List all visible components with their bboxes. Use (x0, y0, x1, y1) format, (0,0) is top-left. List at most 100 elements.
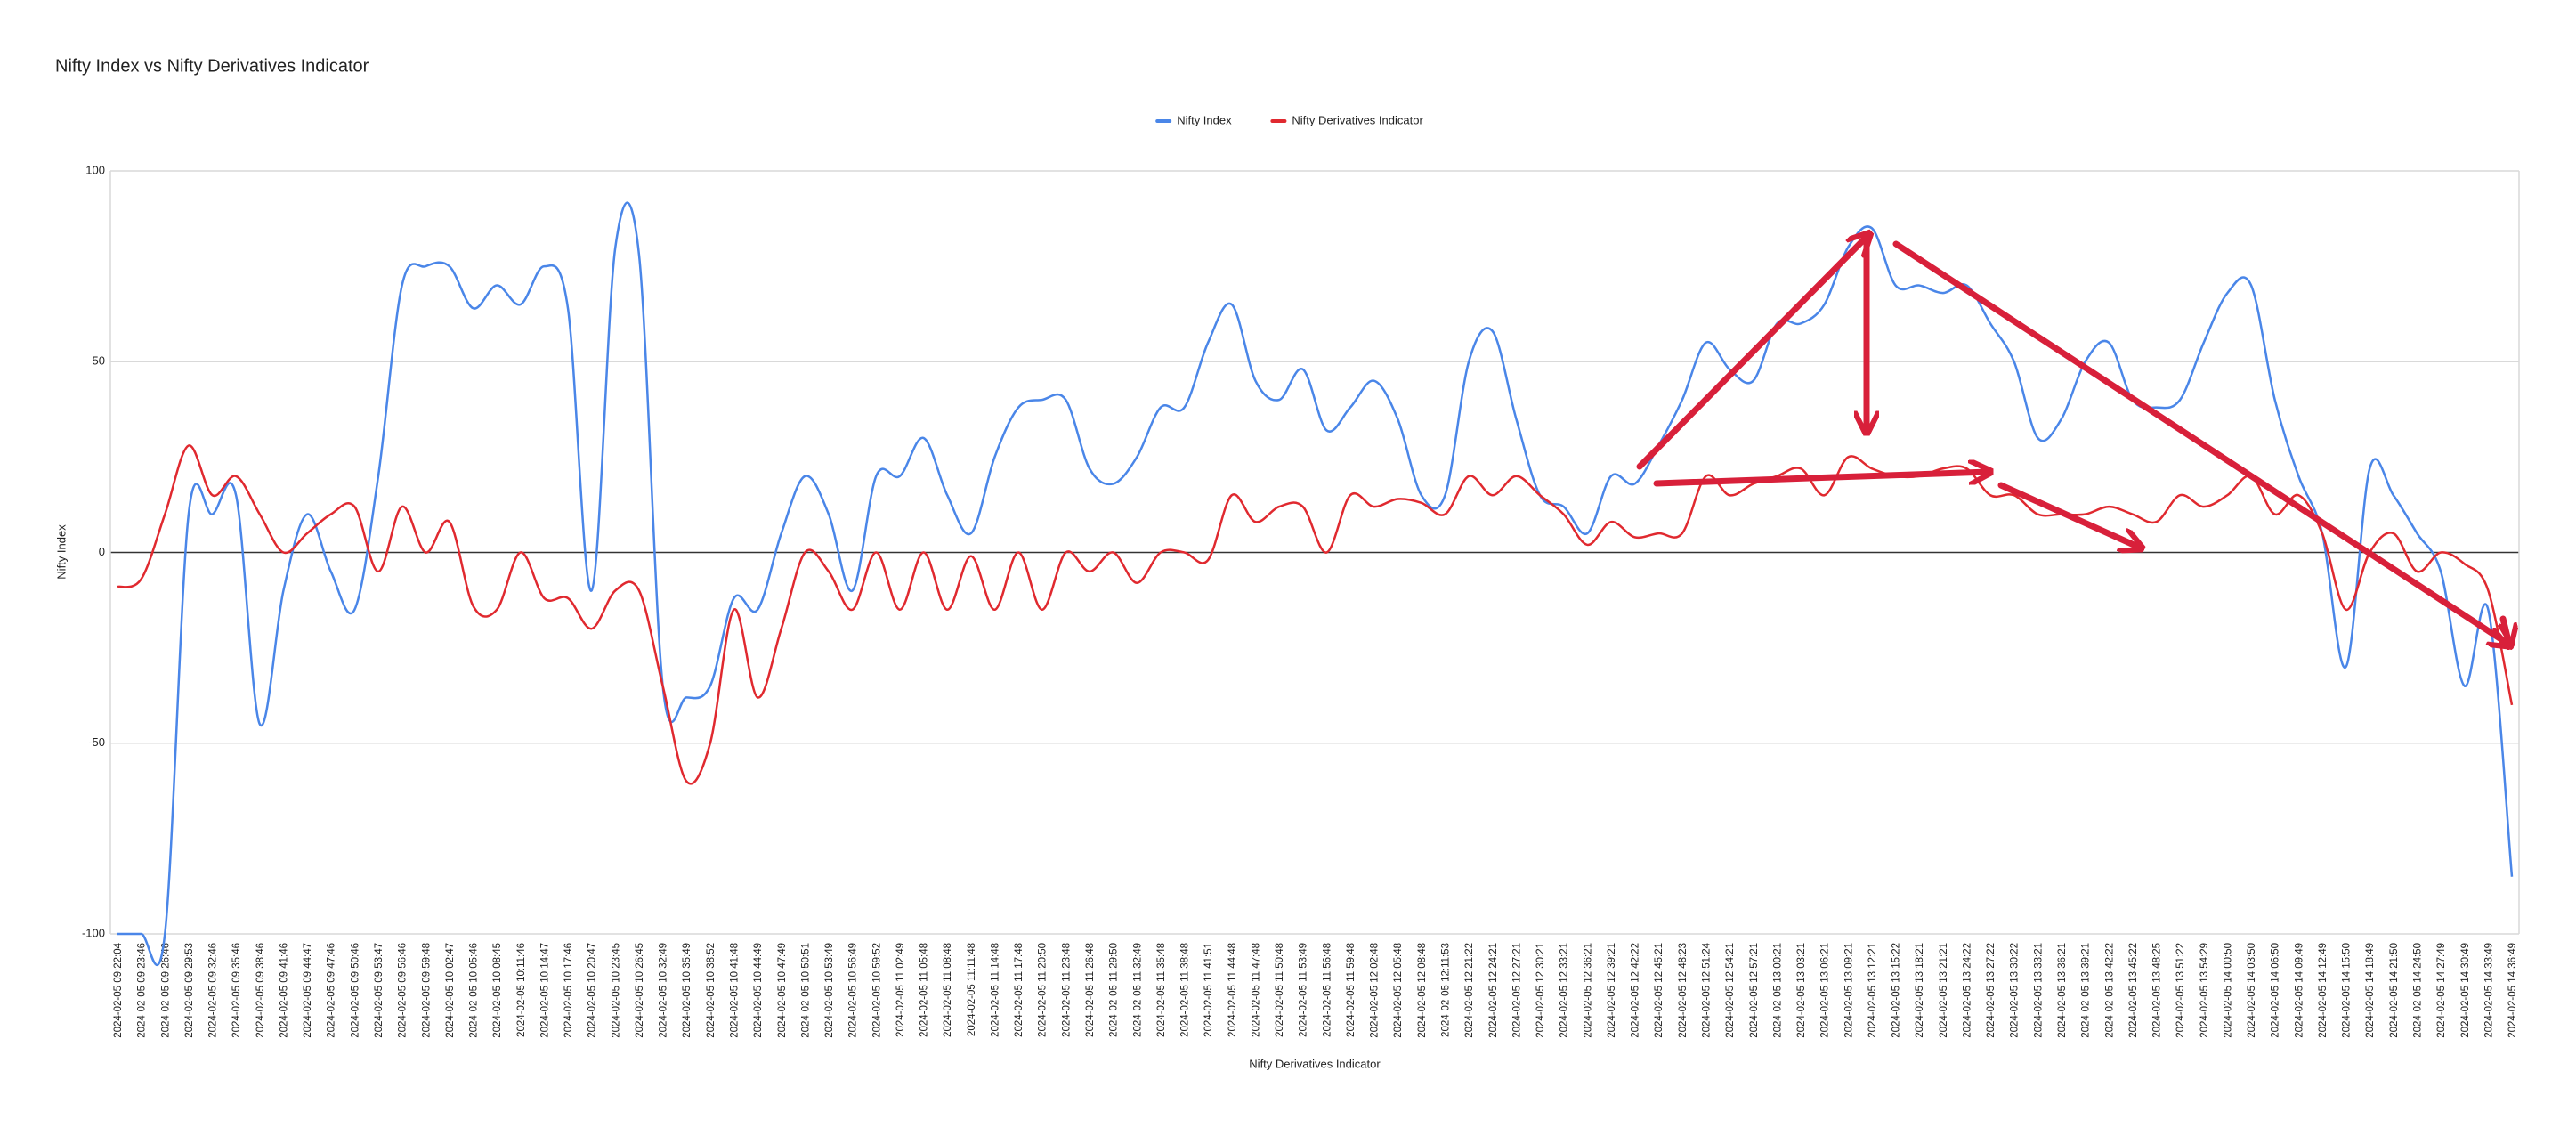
x-tick-label: 2024-02-05 11:08:48 (943, 943, 953, 1037)
annotation-arrows (1636, 235, 2509, 645)
x-tick-label: 2024-02-05 10:08:45 (492, 943, 503, 1038)
chart-title: Nifty Index vs Nifty Derivatives Indicat… (55, 56, 369, 76)
x-tick-label: 2024-02-05 09:23:46 (137, 943, 148, 1038)
x-tick-label: 2024-02-05 14:00:50 (2223, 943, 2233, 1038)
x-tick-label: 2024-02-05 13:12:21 (1867, 943, 1878, 1038)
series-line (117, 444, 2514, 785)
x-tick-label: 2024-02-05 09:56:46 (398, 943, 409, 1038)
x-tick-label: 2024-02-05 11:44:48 (1227, 943, 1238, 1037)
x-tick-label: 2024-02-05 09:22:04 (113, 942, 124, 1037)
x-tick-label: 2024-02-05 12:42:22 (1631, 943, 1641, 1038)
x-tick-label: 2024-02-05 14:09:49 (2294, 943, 2305, 1038)
x-tick-label: 2024-02-05 09:44:47 (303, 943, 313, 1038)
x-tick-label: 2024-02-05 13:09:21 (1843, 943, 1854, 1038)
arrow (1636, 235, 1868, 470)
arrow (1892, 240, 2509, 645)
x-tick-label: 2024-02-05 10:38:52 (706, 943, 717, 1038)
x-tick-label: 2024-02-05 11:29:50 (1109, 943, 1120, 1037)
x-tick-label: 2024-02-05 13:33:21 (2033, 943, 2044, 1038)
x-tick-label: 2024-02-05 11:53:49 (1299, 943, 1309, 1037)
x-tick-label: 2024-02-05 14:21:50 (2389, 943, 2400, 1038)
x-tick-label: 2024-02-05 10:56:49 (848, 943, 859, 1038)
x-tick-label: 2024-02-05 09:35:46 (231, 943, 242, 1038)
x-tick-label: 2024-02-05 12:30:21 (1535, 943, 1546, 1038)
x-tick-label: 2024-02-05 12:45:21 (1654, 943, 1665, 1038)
x-tick-label: 2024-02-05 10:11:46 (516, 943, 527, 1037)
x-tick-label: 2024-02-05 11:05:48 (919, 943, 930, 1037)
x-tick-label: 2024-02-05 13:54:29 (2199, 943, 2210, 1038)
x-tick-label: 2024-02-05 14:03:50 (2247, 943, 2257, 1038)
x-tick-label: 2024-02-05 13:51:22 (2175, 943, 2186, 1038)
x-tick-label: 2024-02-05 10:53:49 (824, 943, 835, 1038)
x-tick-label: 2024-02-05 09:47:46 (327, 943, 337, 1038)
legend-label: Nifty Derivatives Indicator (1292, 113, 1423, 126)
x-tick-label: 2024-02-05 12:21:22 (1464, 943, 1475, 1038)
x-tick-label: 2024-02-05 12:02:48 (1370, 943, 1381, 1038)
x-tick-label: 2024-02-05 14:30:49 (2460, 943, 2471, 1038)
x-tick-label: 2024-02-05 12:08:48 (1417, 943, 1428, 1038)
x-tick-label: 2024-02-05 13:30:22 (2010, 943, 2021, 1038)
x-tick-label: 2024-02-05 11:50:48 (1275, 943, 1285, 1037)
x-tick-label: 2024-02-05 13:24:22 (1962, 943, 1973, 1038)
x-tick-label: 2024-02-05 13:18:21 (1915, 943, 1925, 1038)
x-tick-label: 2024-02-05 14:33:49 (2483, 943, 2494, 1038)
x-tick-label: 2024-02-05 14:15:50 (2342, 943, 2353, 1038)
x-tick-label: 2024-02-05 11:20:50 (1038, 943, 1049, 1037)
x-tick-label: 2024-02-05 13:45:22 (2128, 943, 2139, 1038)
y-tick-label: 100 (85, 163, 105, 176)
x-tick-label: 2024-02-05 10:26:45 (635, 943, 645, 1038)
x-tick-label: 2024-02-05 13:03:21 (1796, 943, 1807, 1038)
x-tick-label: 2024-02-05 10:17:46 (563, 943, 574, 1038)
x-tick-label: 2024-02-05 12:54:21 (1725, 943, 1736, 1038)
x-tick-label: 2024-02-05 12:39:21 (1607, 943, 1617, 1038)
x-tick-label: 2024-02-05 09:59:48 (421, 943, 432, 1038)
x-tick-label: 2024-02-05 10:32:49 (659, 943, 669, 1038)
x-tick-label: 2024-02-05 09:38:46 (255, 943, 266, 1038)
x-tick-label: 2024-02-05 09:41:46 (279, 943, 289, 1038)
x-tick-label: 2024-02-05 13:27:22 (1986, 943, 1997, 1038)
x-tick-label: 2024-02-05 13:48:25 (2152, 943, 2163, 1038)
y-axis-title: Nifty Index (54, 524, 68, 580)
x-tick-label: 2024-02-05 14:12:49 (2318, 943, 2329, 1038)
plot: -100 -50 0 50 100 2024-02-05 09:22:04 2024-02-… (82, 113, 2520, 1038)
x-tick-label: 2024-02-05 12:05:48 (1393, 943, 1404, 1038)
x-tick-label: 2024-02-05 10:47:49 (777, 943, 788, 1038)
x-tick-label: 2024-02-05 11:41:51 (1203, 943, 1214, 1037)
y-tick-label: -50 (88, 735, 105, 749)
x-tick-label: 2024-02-05 11:59:48 (1346, 943, 1357, 1037)
x-tick-label: 2024-02-05 10:02:47 (445, 943, 456, 1038)
x-tick-label: 2024-02-05 13:06:21 (1820, 943, 1831, 1038)
x-tick-label: 2024-02-05 13:39:21 (2081, 943, 2092, 1038)
arrow (1653, 472, 1989, 487)
x-tick-label: 2024-02-05 09:26:46 (160, 943, 171, 1038)
x-tick-label: 2024-02-05 11:47:48 (1251, 943, 1261, 1037)
x-tick-label: 2024-02-05 09:50:46 (350, 943, 360, 1038)
x-tick-label: 2024-02-05 14:18:49 (2365, 943, 2376, 1038)
x-tick-label: 2024-02-05 14:06:50 (2271, 943, 2281, 1038)
x-tick-label: 2024-02-05 10:41:48 (730, 943, 741, 1038)
x-tick-label: 2024-02-05 10:59:52 (871, 943, 882, 1038)
x-tick-label: 2024-02-05 10:20:47 (587, 943, 598, 1038)
x-tick-label: 2024-02-05 11:38:48 (1180, 943, 1191, 1037)
x-tick-label: 2024-02-05 10:35:49 (682, 943, 693, 1038)
y-tick-label: 0 (99, 545, 105, 558)
x-tick-label: 2024-02-05 12:36:21 (1583, 943, 1593, 1038)
x-tick-label: 2024-02-05 12:11:53 (1441, 943, 1452, 1037)
y-tick-label: -100 (82, 926, 105, 939)
x-tick-label: 2024-02-05 13:42:22 (2104, 943, 2115, 1038)
x-tick-label: 2024-02-05 09:29:53 (184, 943, 195, 1038)
x-tick-label: 2024-02-05 09:32:46 (208, 943, 219, 1038)
legend: Nifty Index Nifty Derivatives Indicator (1155, 113, 1423, 126)
x-tick-label: 2024-02-05 11:23:48 (1061, 943, 1072, 1037)
x-tick-label: 2024-02-05 12:33:21 (1559, 943, 1570, 1038)
series-line (117, 201, 2514, 967)
x-tick-label: 2024-02-05 12:57:21 (1749, 943, 1760, 1038)
x-tick-label: 2024-02-05 12:24:21 (1488, 943, 1499, 1038)
x-tick-label: 2024-02-05 13:21:21 (1939, 943, 1949, 1038)
x-axis-title: Nifty Derivatives Indicator (1249, 1057, 1381, 1070)
x-tick-label: 2024-02-05 12:27:21 (1511, 943, 1522, 1038)
x-tick-label: 2024-02-05 10:44:49 (753, 943, 764, 1038)
x-tick-label: 2024-02-05 10:14:47 (539, 943, 550, 1038)
legend-label: Nifty Index (1177, 113, 1232, 126)
